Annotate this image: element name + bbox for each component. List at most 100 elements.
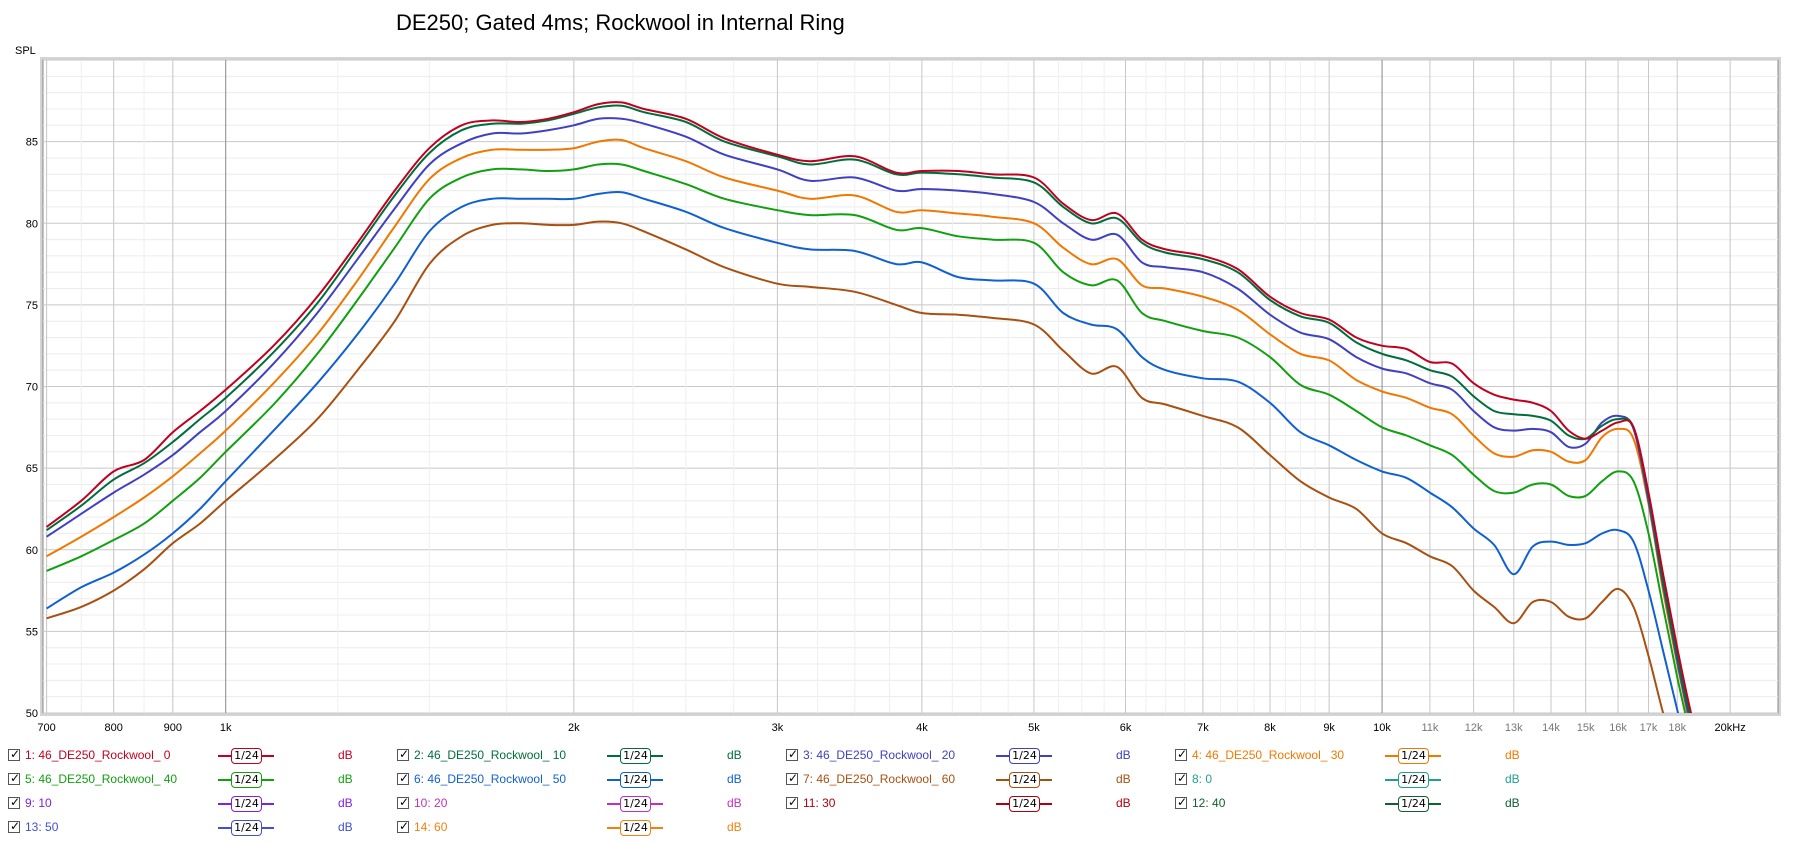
legend-unit: dB [727,748,742,762]
grid-lines [43,59,1778,714]
legend-label: 5: 46_DE250_Rockwool_ 40 [25,772,178,786]
legend-unit: dB [338,748,353,762]
x-tick-label: 12k [1465,722,1483,734]
smoothing-label: 1/24 [620,796,651,812]
legend-unit: dB [338,796,353,810]
smoothing-label: 1/24 [231,772,262,788]
y-tick-label: 50 [26,708,38,720]
x-tick-label: 15k [1577,722,1595,734]
y-tick-label: 55 [26,626,38,638]
x-tick-label: 800 [104,722,122,734]
legend-label: 2: 46_DE250_Rockwool_ 10 [414,748,567,762]
series-line [46,220,1665,713]
x-tick-label: 5k [1028,722,1040,734]
legend-unit: dB [338,772,353,786]
legend-item[interactable]: 3: 46_DE250_Rockwool_ 20 1/24 dB [786,747,1166,765]
legend-checkbox[interactable] [8,795,20,809]
smoothing-control[interactable]: 1/24 [218,819,274,837]
legend-unit: dB [338,820,353,834]
smoothing-control[interactable]: 1/24 [218,771,274,789]
legend-unit: dB [1116,772,1131,786]
legend: 1: 46_DE250_Rockwool_ 01/24dB2: 46_DE250… [0,744,1800,844]
legend-checkbox[interactable] [786,795,798,809]
x-tick-label: 700 [37,722,55,734]
legend-item[interactable]: 2: 46_DE250_Rockwool_ 10 1/24 dB [397,747,777,765]
smoothing-label: 1/24 [231,796,262,812]
smoothing-control[interactable]: 1/24 [1385,747,1441,765]
legend-label: 1: 46_DE250_Rockwool_ 0 [25,748,171,762]
legend-item[interactable]: 14: 60 1/24 dB [397,819,777,837]
y-tick-label: 60 [26,545,38,557]
x-tick-label: 9k [1323,722,1335,734]
smoothing-label: 1/24 [620,748,651,764]
legend-checkbox[interactable] [397,771,409,785]
chart-title: DE250; Gated 4ms; Rockwool in Internal R… [396,10,845,35]
smoothing-control[interactable]: 1/24 [218,795,274,813]
legend-label: 3: 46_DE250_Rockwool_ 20 [803,748,956,762]
smoothing-control[interactable]: 1/24 [1385,795,1441,813]
smoothing-control[interactable]: 1/24 [607,771,663,789]
x-tick-label: 17k [1640,722,1658,734]
legend-checkbox[interactable] [1175,747,1187,761]
x-tick-label: 8k [1264,722,1276,734]
smoothing-control[interactable]: 1/24 [607,819,663,837]
legend-checkbox[interactable] [397,795,409,809]
legend-item[interactable]: 1: 46_DE250_Rockwool_ 0 1/24 dB [8,747,388,765]
legend-label: 9: 10 [25,796,52,810]
legend-label: 10: 20 [414,796,448,810]
smoothing-control[interactable]: 1/24 [996,795,1052,813]
series-line [46,117,1690,713]
x-tick-label: 4k [916,722,928,734]
smoothing-control[interactable]: 1/24 [607,795,663,813]
x-tick-label: 18k [1668,722,1686,734]
legend-item[interactable]: 13: 50 1/24 dB [8,819,388,837]
series-lines [45,101,1693,713]
legend-checkbox[interactable] [786,771,798,785]
smoothing-label: 1/24 [1398,772,1429,788]
legend-item[interactable]: 11: 30 1/24 dB [786,795,1166,813]
smoothing-label: 1/24 [1009,748,1040,764]
series-line [46,138,1689,713]
smoothing-control[interactable]: 1/24 [996,771,1052,789]
legend-checkbox[interactable] [786,747,798,761]
smoothing-control[interactable]: 1/24 [996,747,1052,765]
smoothing-control[interactable]: 1/24 [1385,771,1441,789]
legend-checkbox[interactable] [397,747,409,761]
smoothing-label: 1/24 [231,748,262,764]
y-axis-label: SPL [15,45,36,57]
x-tick-label: 13k [1505,722,1523,734]
x-tick-label: 2k [568,722,580,734]
legend-item[interactable]: 12: 40 1/24 dB [1175,795,1555,813]
x-tick-label: 20kHz [1715,722,1746,734]
legend-checkbox[interactable] [397,819,409,833]
legend-unit: dB [1505,772,1520,786]
series-line [46,162,1687,713]
legend-checkbox[interactable] [1175,795,1187,809]
smoothing-label: 1/24 [231,820,262,836]
legend-item[interactable]: 7: 46_DE250_Rockwool_ 60 1/24 dB [786,771,1166,789]
legend-checkbox[interactable] [8,819,20,833]
smoothing-label: 1/24 [1398,796,1429,812]
series-line [45,101,1693,713]
legend-item[interactable]: 6: 46_DE250_Rockwool_ 50 1/24 dB [397,771,777,789]
y-tick-label: 75 [26,300,38,312]
legend-item[interactable]: 4: 46_DE250_Rockwool_ 30 1/24 dB [1175,747,1555,765]
legend-unit: dB [727,820,742,834]
x-tick-label: 3k [772,722,784,734]
legend-label: 7: 46_DE250_Rockwool_ 60 [803,772,956,786]
legend-unit: dB [727,772,742,786]
legend-checkbox[interactable] [8,771,20,785]
legend-item[interactable]: 8: 0 1/24 dB [1175,771,1555,789]
legend-checkbox[interactable] [8,747,20,761]
smoothing-control[interactable]: 1/24 [218,747,274,765]
legend-item[interactable]: 10: 20 1/24 dB [397,795,777,813]
smoothing-control[interactable]: 1/24 [607,747,663,765]
x-tick-label: 1k [220,722,232,734]
legend-checkbox[interactable] [1175,771,1187,785]
x-tick-label: 14k [1542,722,1560,734]
y-tick-label: 80 [26,218,38,230]
y-tick-label: 65 [26,463,38,475]
legend-item[interactable]: 5: 46_DE250_Rockwool_ 40 1/24 dB [8,771,388,789]
legend-label: 12: 40 [1192,796,1226,810]
legend-item[interactable]: 9: 10 1/24 dB [8,795,388,813]
